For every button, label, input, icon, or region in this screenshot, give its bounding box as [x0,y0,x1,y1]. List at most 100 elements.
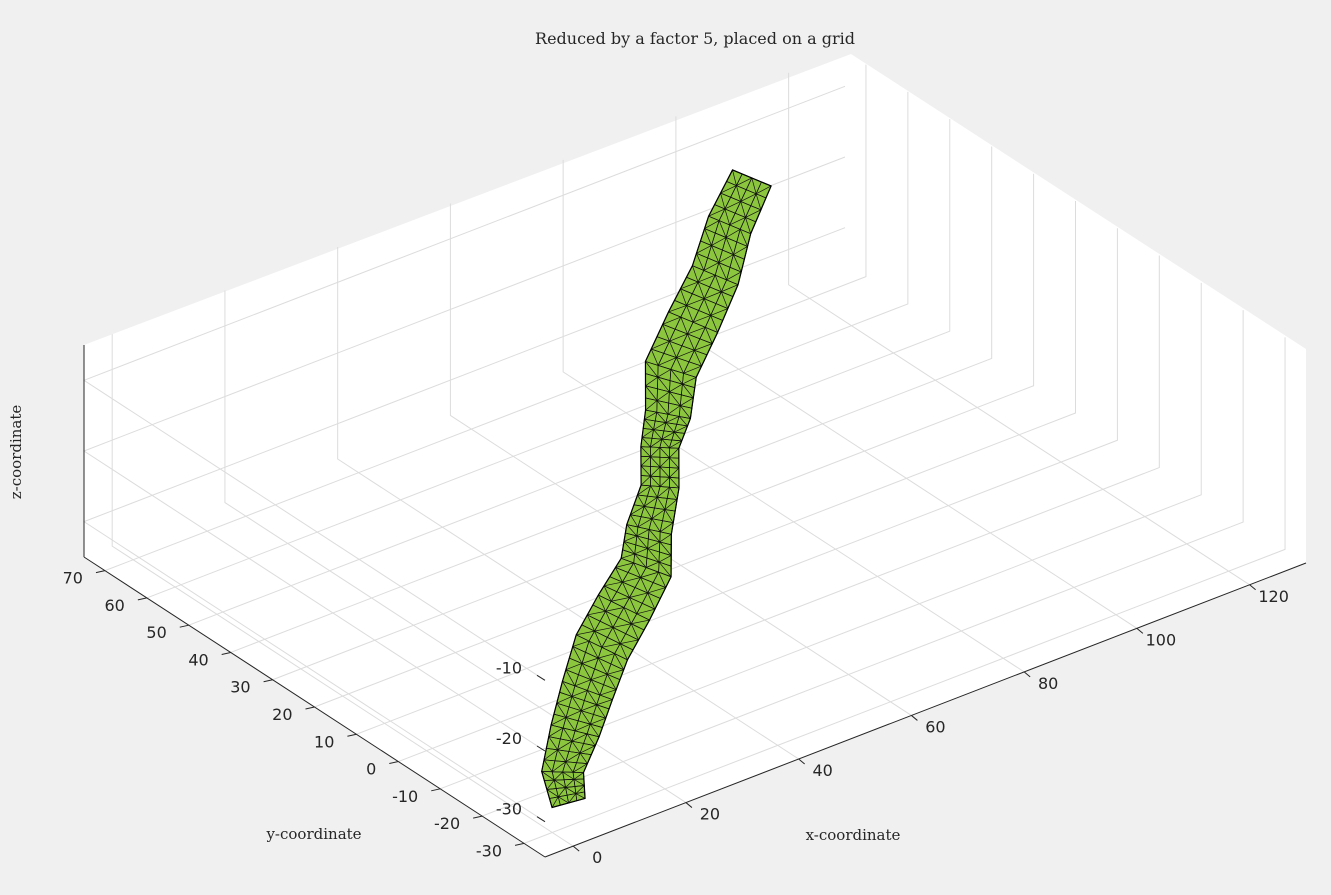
mesh-edge [710,315,718,333]
mesh-edge [745,217,752,234]
mesh-edge [645,400,658,411]
mesh-edge [705,327,713,344]
mesh-edge [696,253,705,271]
mesh-edge [674,425,688,433]
mesh-edge [645,385,658,401]
y-gridline [146,91,909,599]
mesh-edge [669,467,680,478]
y-gridline [440,282,1202,790]
mesh-edge [619,643,628,660]
mesh-edge [650,466,661,477]
mesh-edge [656,391,670,401]
mesh-edge [640,446,651,457]
mesh-edge [650,456,661,468]
mesh-edge [565,669,576,687]
x-tick-mark [685,802,693,808]
mesh-edge [665,416,680,423]
mesh-edge [598,594,606,612]
mesh-edge [692,315,711,323]
mesh-edge [659,447,670,458]
mesh-edge [630,514,639,528]
mesh-edge [669,487,678,500]
mesh-edge [623,541,636,555]
mesh-edge [669,333,688,342]
axes-background [84,54,1306,857]
mesh-edge [711,237,727,246]
mesh-edge [669,457,680,469]
mesh-edge [697,274,716,283]
mesh-edge [708,208,726,217]
mesh-edge [740,201,746,218]
y-tick-mark [221,651,231,655]
mesh-edge [637,494,645,507]
mesh-edge [714,275,722,292]
mesh-edge [751,177,757,194]
mesh-edge [623,535,637,542]
mesh-edge [659,466,670,478]
mesh-edge [603,581,623,587]
mesh-edge [594,630,603,648]
y-tick-label: -30 [476,841,502,860]
mesh-edge [670,369,683,385]
mesh-edge [574,679,592,687]
x-tick-label: 60 [925,717,945,736]
mesh-edge [644,496,658,507]
mesh-edge [669,341,677,358]
mesh-edge [636,535,648,549]
mesh-edge [572,763,588,773]
mesh-edge [659,477,670,487]
mesh-edge [669,448,680,458]
mesh-edge [630,623,639,641]
mesh-edge [606,674,617,690]
z-axis-label: z-coordinate [7,405,25,500]
mesh-edge [590,723,600,737]
mesh-edge [630,506,645,516]
mesh-edge [665,422,675,433]
mesh-edge [614,653,624,670]
mesh-edge [579,752,588,764]
mesh-edge [682,383,694,399]
mesh-edge [565,710,582,718]
mesh-edge [612,623,632,628]
y-gridline [481,310,1244,817]
mesh-edge [646,561,660,568]
mesh-edge [755,185,772,195]
mesh-edge [720,185,737,194]
mesh-edge [550,717,567,726]
y-tick-mark [431,788,441,792]
mesh-edge [732,169,737,186]
mesh-edge [659,457,670,468]
mesh-edge [678,416,688,427]
mesh-edge [651,340,670,350]
mesh-edge [586,614,595,632]
mesh-edge [662,324,670,342]
y-gridline [104,64,867,572]
mesh-edge [650,447,661,457]
z-tick-label: -30 [496,800,522,819]
mesh-edge [704,220,720,229]
mesh-edge [650,438,663,448]
x-tick-label: 80 [1038,674,1058,693]
y-tick-mark [347,733,357,737]
mesh-edge [580,710,591,725]
y-gridline [188,119,951,626]
z-tick-label: -10 [496,658,522,677]
y-tick-mark [305,706,315,710]
mesh-edge [590,679,601,696]
mesh-edge [736,177,752,186]
mesh-edge [739,229,748,247]
y-tick-mark [95,570,106,574]
mesh-edge [745,209,762,218]
mesh-edge [664,499,678,510]
mesh-edge [548,736,558,751]
mesh-edge [640,577,649,594]
mesh-edge [611,597,630,602]
surface-mesh [541,169,772,809]
mesh-edge [553,771,563,781]
mesh-edge [558,796,569,804]
mesh-edge [755,193,762,210]
mesh-edge [571,740,581,754]
mesh-edge [694,343,713,351]
mesh-edge [594,627,613,632]
